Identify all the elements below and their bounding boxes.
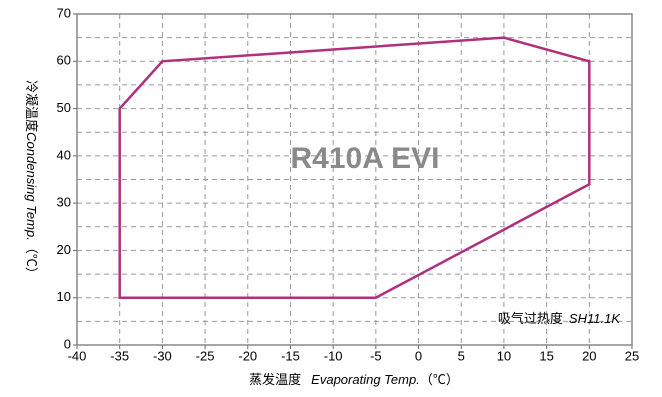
x-tick-label: -40: [68, 348, 87, 363]
x-tick-label: 15: [539, 348, 553, 363]
y-label-en: Condensing Temp.: [24, 132, 39, 241]
x-tick-label: 20: [582, 348, 596, 363]
x-axis-label: 蒸发温度 Evaporating Temp.（℃）: [249, 372, 459, 387]
x-tick-label: 0: [415, 348, 422, 363]
x-tick-label: -10: [324, 348, 343, 363]
y-tick-label: 40: [57, 147, 71, 162]
x-tick-label: -35: [110, 348, 129, 363]
y-tick-label: 0: [64, 336, 71, 351]
y-tick-label: 60: [57, 53, 71, 68]
y-tick-label: 30: [57, 195, 71, 210]
envelope-line: [118, 36, 591, 299]
annotation-value: SH11.1K: [569, 311, 621, 326]
x-label-cn: 蒸发温度: [249, 372, 301, 387]
x-tick-label: -30: [153, 348, 172, 363]
x-tick-label: -5: [370, 348, 382, 363]
y-tick-label: 50: [57, 100, 71, 115]
plot-frame: [76, 13, 633, 346]
chart-title: R410A EVI: [291, 142, 440, 175]
x-label-unit: （℃）: [420, 372, 459, 387]
x-tick-label: -15: [281, 348, 300, 363]
annotation: 吸气过热度 SH11.1K: [498, 311, 621, 326]
x-tick-label: 10: [497, 348, 511, 363]
x-tick-label: 25: [625, 348, 639, 363]
x-label-en: Evaporating Temp.: [311, 372, 420, 387]
y-tick-label: 20: [57, 242, 71, 257]
y-tick-label: 10: [57, 289, 71, 304]
x-tick-label: -20: [238, 348, 257, 363]
y-label-cn: 冷凝温度: [24, 80, 39, 132]
x-tick-label: 5: [458, 348, 465, 363]
annotation-label: 吸气过热度: [498, 311, 563, 326]
y-axis-label: 冷凝温度Condensing Temp.（℃）: [24, 80, 39, 280]
y-label-unit: （℃）: [24, 241, 39, 280]
x-tick-label: -25: [196, 348, 215, 363]
y-tick-label: 70: [57, 5, 71, 20]
